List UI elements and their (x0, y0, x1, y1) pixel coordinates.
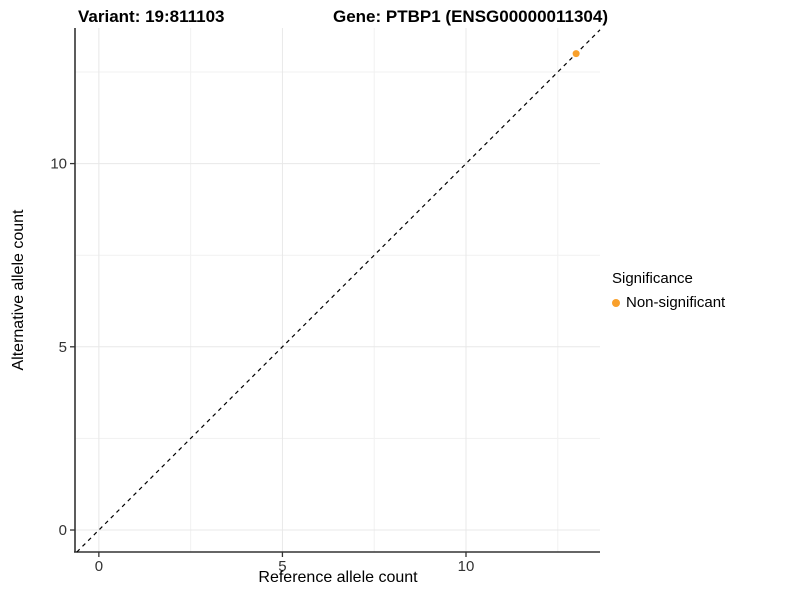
legend: Significance Non-significant (612, 270, 725, 311)
identity-line (76, 29, 601, 553)
variant-title: Variant: 19:811103 (78, 7, 225, 26)
x-tick-label: 5 (278, 558, 286, 575)
x-tick-label: 0 (95, 558, 103, 575)
x-tick-label: 10 (458, 558, 475, 575)
data-point (572, 50, 580, 58)
gene-title: Gene: PTBP1 (ENSG00000011304) (333, 7, 608, 26)
x-axis-label: Reference allele count (258, 569, 418, 586)
y-tick-label: 5 (59, 339, 67, 356)
y-axis-label: Alternative allele count (10, 209, 27, 371)
legend-title: Significance (612, 270, 693, 287)
y-tick-label: 0 (59, 522, 67, 539)
legend-entry-label: Non-significant (626, 294, 726, 311)
legend-point-icon (612, 298, 620, 307)
legend-entry: Non-significant (612, 294, 725, 311)
y-tick-label: 10 (50, 156, 67, 173)
